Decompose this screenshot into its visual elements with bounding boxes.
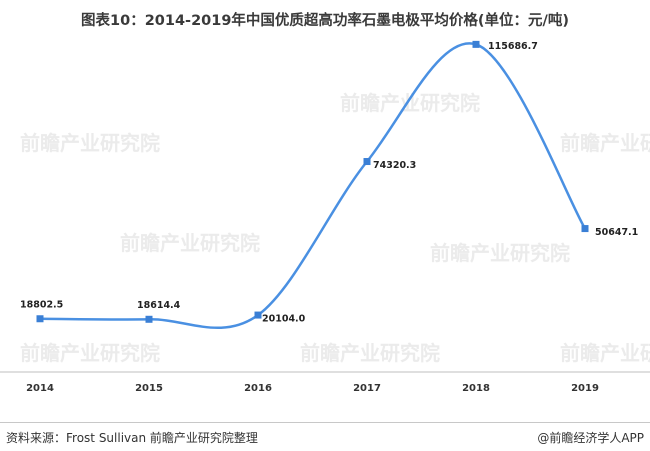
footer: 资料来源：Frost Sullivan 前瞻产业研究院整理 @前瞻经济学人APP [0,422,650,451]
watermark-text: 前瞻产业研究院 [340,91,480,115]
data-label-2019: 50647.1 [595,227,638,238]
data-point-2018 [472,40,480,48]
x-tick-2017: 2017 [353,383,381,394]
x-tick-2014: 2014 [26,383,54,394]
data-label-2017: 74320.3 [373,160,416,171]
data-point-2017 [363,158,371,166]
data-label-2016: 20104.0 [262,314,306,325]
x-tick-2019: 2019 [571,383,599,394]
watermark-text: 前瞻产业研究院 [560,341,650,365]
data-point-2019 [581,225,589,233]
data-point-2014 [36,315,44,323]
data-label-2018: 115686.7 [488,41,538,52]
source-note: 资料来源：Frost Sullivan 前瞻产业研究院整理 [6,431,258,445]
data-point-2016 [254,311,262,319]
watermark-text: 前瞻产业研究院 [20,341,160,365]
data-point-2015 [145,315,153,323]
x-tick-2016: 2016 [244,383,272,394]
x-tick-2018: 2018 [462,383,490,394]
watermark-text: 前瞻产业研究院 [20,131,160,155]
data-labels: 18802.5 18614.4 20104.0 74320.3 115686.7 5064… [20,41,638,325]
data-label-2015: 18614.4 [137,300,181,311]
brand-credit: @前瞻经济学人APP [537,429,644,446]
data-markers [36,40,589,323]
x-tick-2015: 2015 [135,383,163,394]
watermark-text: 前瞻产业研究院 [300,341,440,365]
data-label-2014: 18802.5 [20,299,63,310]
series-line [39,42,587,329]
watermark-text: 前瞻产业研究院 [430,241,570,265]
brand-text: @前瞻经济学人APP [537,431,644,445]
watermark-text: 前瞻产业研究院 [120,231,260,255]
watermark-text: 前瞻产业研究院 [560,131,650,155]
chart-title: 图表10：2014-2019年中国优质超高功率石墨电极平均价格(单位：元/吨) [81,13,569,29]
x-tick-labels: 2014 2015 2016 2017 2018 2019 [26,383,599,394]
